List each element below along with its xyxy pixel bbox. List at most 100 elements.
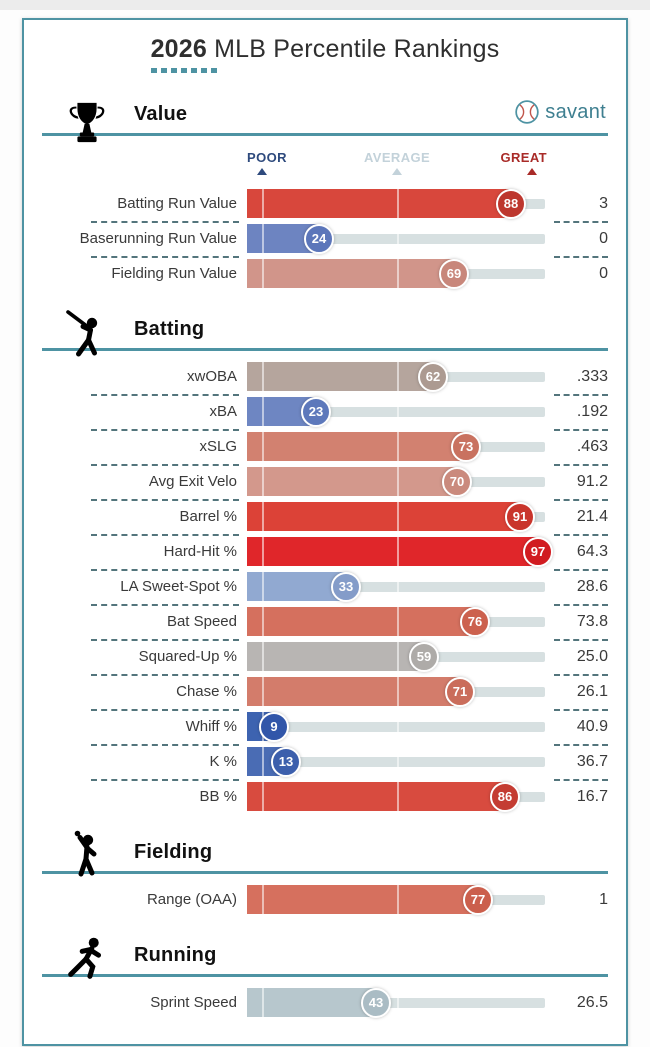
percentile-circle[interactable]: 86 [490, 781, 520, 812]
metric-row: Batting Run Value 88 3 [42, 186, 608, 221]
bar-track [247, 581, 545, 592]
percentile-bar [247, 467, 457, 496]
metric-label: Hard-Hit % [163, 543, 237, 560]
metric-row: Squared-Up % 59 25.0 [42, 639, 608, 674]
percentile-circle[interactable]: 43 [361, 987, 391, 1018]
percentile-bar-cell: 43 [247, 987, 547, 1018]
section-title: Fielding [134, 841, 213, 863]
poor-threshold-line [262, 885, 264, 914]
percentile-circle[interactable]: 97 [523, 536, 553, 567]
title-year: 2026 [150, 35, 207, 63]
percentile-circle[interactable]: 13 [271, 746, 301, 777]
bar-track [247, 997, 545, 1008]
poor-marker-triangle [257, 168, 267, 175]
percentile-circle[interactable]: 24 [304, 223, 334, 254]
average-threshold-line [397, 259, 399, 288]
average-threshold-line [397, 747, 399, 776]
bar-track [247, 233, 545, 244]
percentile-bar-cell: 23 [247, 396, 547, 427]
title-rest: MLB Percentile Rankings [206, 35, 500, 63]
metric-row: K % 13 36.7 [42, 744, 608, 779]
percentile-bar-cell: 88 [247, 188, 547, 219]
percentile-circle[interactable]: 76 [460, 606, 490, 637]
metric-label: Barrel % [179, 508, 237, 525]
percentile-bar-cell: 9 [247, 711, 547, 742]
percentile-bar [247, 189, 511, 218]
scale-label-great: GREAT [500, 150, 547, 165]
poor-threshold-line [262, 362, 264, 391]
metric-value: .463 [576, 437, 608, 455]
poor-threshold-line [262, 397, 264, 426]
metric-label: Avg Exit Velo [148, 473, 237, 490]
percentile-bar [247, 988, 376, 1017]
percentile-bar-cell: 76 [247, 606, 547, 637]
percentile-bar [247, 642, 424, 671]
percentile-circle[interactable]: 9 [259, 711, 289, 742]
poor-threshold-line [262, 502, 264, 531]
poor-threshold-line [262, 189, 264, 218]
metric-row: BB % 86 16.7 [42, 779, 608, 814]
section-rows: Range (OAA) 77 1 [42, 882, 608, 917]
metric-label: Fielding Run Value [111, 265, 237, 282]
percentile-circle[interactable]: 23 [301, 396, 331, 427]
average-threshold-line [397, 397, 399, 426]
poor-threshold-line [262, 432, 264, 461]
percentile-bar-cell: 70 [247, 466, 547, 497]
sections-container: Value savant POOR AVERAGE GREAT [24, 92, 626, 1020]
section-title: Value [134, 103, 188, 125]
metric-row: xBA 23 .192 [42, 394, 608, 429]
percentile-circle[interactable]: 71 [445, 676, 475, 707]
bar-track [247, 721, 545, 732]
great-marker-triangle [527, 168, 537, 175]
average-threshold-line [397, 224, 399, 253]
poor-threshold-line [262, 224, 264, 253]
percentile-bar-cell: 33 [247, 571, 547, 602]
average-threshold-line [397, 642, 399, 671]
percentile-bar-cell: 97 [247, 536, 553, 567]
metric-row: Range (OAA) 77 1 [42, 882, 608, 917]
metric-value: 1 [599, 890, 608, 908]
metric-row: Barrel % 91 21.4 [42, 499, 608, 534]
average-threshold-line [397, 432, 399, 461]
metric-row: Avg Exit Velo 70 91.2 [42, 464, 608, 499]
poor-threshold-line [262, 782, 264, 811]
baseball-icon [515, 100, 539, 124]
metric-row: LA Sweet-Spot % 33 28.6 [42, 569, 608, 604]
percentile-circle[interactable]: 59 [408, 641, 439, 672]
section: Fielding Range (OAA) 77 1 [24, 830, 626, 917]
average-threshold-line [397, 467, 399, 496]
runner-icon [62, 934, 112, 986]
percentile-bar [247, 885, 478, 914]
metric-value: 21.4 [576, 507, 608, 525]
percentile-rankings-card: 2026 MLB Percentile Rankings Value savan… [22, 18, 628, 1046]
metric-row: xSLG 73 .463 [42, 429, 608, 464]
metric-value: 64.3 [576, 542, 608, 560]
percentile-bar-cell: 13 [247, 746, 547, 777]
percentile-circle[interactable]: 69 [439, 258, 469, 289]
average-threshold-line [397, 189, 399, 218]
poor-threshold-line [262, 467, 264, 496]
metric-value: 36.7 [576, 752, 608, 770]
percentile-bar [247, 677, 460, 706]
percentile-circle[interactable]: 70 [442, 466, 472, 497]
metric-row: Sprint Speed 43 26.5 [42, 985, 608, 1020]
percentile-bar-cell: 59 [247, 641, 547, 672]
average-threshold-line [397, 572, 399, 601]
percentile-circle[interactable]: 77 [463, 884, 493, 915]
metric-label: Range (OAA) [146, 891, 237, 908]
percentile-bar [247, 362, 433, 391]
percentile-circle[interactable]: 33 [331, 571, 361, 602]
metric-value: .333 [576, 367, 608, 385]
percentile-bar-cell: 73 [247, 431, 547, 462]
poor-threshold-line [262, 677, 264, 706]
section: Running Sprint Speed 43 26.5 [24, 933, 626, 1020]
percentile-circle[interactable]: 91 [505, 501, 535, 532]
percentile-bar-cell: 86 [247, 781, 547, 812]
percentile-circle[interactable]: 62 [418, 361, 448, 392]
percentile-circle[interactable]: 88 [496, 188, 526, 219]
metric-value: 91.2 [576, 472, 608, 490]
metric-row: Fielding Run Value 69 0 [42, 256, 608, 291]
percentile-circle[interactable]: 73 [451, 431, 481, 462]
metric-value: 0 [599, 229, 608, 247]
savant-logo: savant [514, 99, 606, 125]
